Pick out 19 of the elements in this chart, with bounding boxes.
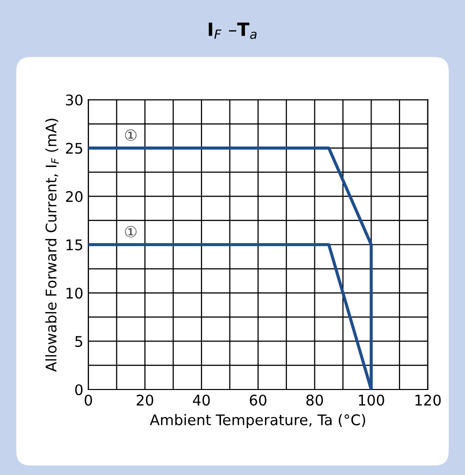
x-tick-label: 20	[136, 394, 154, 406]
x-tick-label: 100	[358, 394, 384, 406]
y-tick-label: 15	[66, 240, 82, 250]
annotation: ①	[125, 226, 136, 238]
y-tick-label: 0	[75, 384, 83, 396]
y-tick-label: 20	[66, 191, 83, 202]
y-axis-title: Allowable Forward Current, I$_{F}$ (mA)	[45, 118, 59, 372]
annotation: ①	[125, 129, 136, 141]
x-tick-label: 80	[306, 394, 323, 406]
y-tick-label: 10	[66, 288, 83, 299]
y-tick-label: 25	[66, 142, 82, 154]
x-tick-label: 120	[415, 394, 441, 406]
x-tick-label: 40	[192, 394, 210, 406]
chart-title: I$_{F}$ –T$_{a}$	[208, 22, 256, 39]
y-tick-label: 5	[75, 336, 82, 347]
y-tick-label: 30	[66, 94, 83, 106]
x-tick-label: 0	[84, 394, 92, 406]
x-axis-title: Ambient Temperature, Ta (°C)	[150, 414, 366, 428]
x-tick-label: 60	[250, 394, 266, 406]
